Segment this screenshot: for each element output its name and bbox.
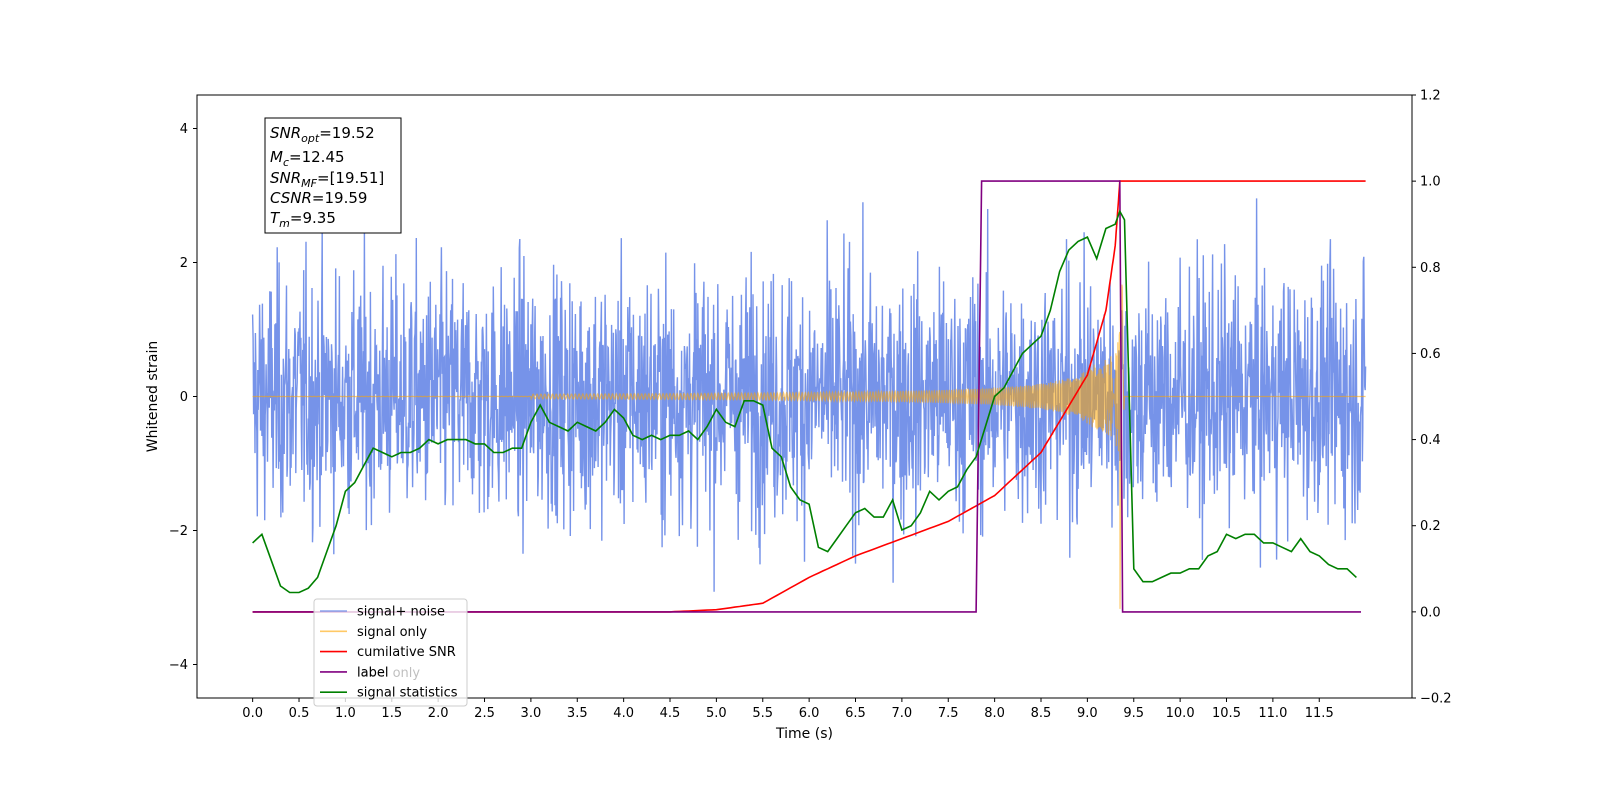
x-tick-label: 0.5	[289, 706, 310, 721]
x-tick-label: 3.0	[521, 706, 542, 721]
series-signal-noise-line	[251, 198, 1367, 592]
y2-tick-label: 1.2	[1420, 89, 1441, 104]
x-tick-label: 5.0	[706, 706, 727, 721]
legend-entry: cumilative SNR	[320, 645, 456, 660]
info-tm: Tm=9.35	[270, 209, 336, 230]
x-tick-label: 11.5	[1305, 706, 1334, 721]
info-snr-opt: SNRopt=19.52	[270, 124, 375, 145]
legend-entry: signal only	[320, 625, 427, 640]
legend: label only signal+ noise signal only cumil…	[313, 598, 468, 707]
y-tick-label: 4	[180, 122, 188, 137]
legend-hidden-entry: label only	[357, 666, 420, 681]
legend-label: signal+ noise	[357, 605, 445, 620]
y2-tick-label: 0.4	[1420, 433, 1441, 448]
legend-label: label	[357, 665, 388, 680]
x-tick-label: 8.0	[984, 706, 1005, 721]
legend-label: signal statistics	[357, 686, 458, 701]
x-tick-label: 10.0	[1166, 706, 1195, 721]
x-tick-label: 9.5	[1123, 706, 1144, 721]
x-axis-label: Time (s)	[775, 726, 833, 742]
legend-label: cumilative SNR	[357, 645, 456, 660]
info-mc: Mc=12.45	[270, 148, 345, 169]
x-tick-label: 4.5	[660, 706, 681, 721]
x-axis-ticks: 0.0 0.5 1.0 1.5 2.0 2.5 3.0 3.5 4.0 4.5 5.0 5.5 6.0 6…	[242, 698, 1334, 721]
x-tick-label: 2.5	[474, 706, 495, 721]
y-tick-label: 2	[180, 256, 188, 271]
y-tick-label: 0	[180, 390, 188, 405]
y2-tick-label: −0.2	[1420, 692, 1452, 707]
x-tick-label: 1.5	[381, 706, 402, 721]
x-tick-label: 0.0	[242, 706, 263, 721]
legend-entry: label	[320, 665, 388, 680]
x-tick-label: 7.5	[938, 706, 959, 721]
x-tick-label: 5.5	[752, 706, 773, 721]
info-csnr: CSNR=19.59	[270, 189, 367, 207]
series-signal-statistics-line	[252, 209, 1357, 594]
x-tick-label: 1.0	[335, 706, 356, 721]
x-tick-label: 10.5	[1212, 706, 1241, 721]
y2-axis-ticks: −0.2 0.0 0.2 0.4 0.6 0.8 1.0 1.2	[1412, 89, 1452, 707]
legend-entry: signal statistics	[320, 686, 458, 701]
x-tick-label: 9.0	[1077, 706, 1098, 721]
series-signal-only-line	[252, 284, 1366, 609]
series-label-line	[252, 180, 1361, 613]
y2-tick-label: 0.2	[1420, 519, 1441, 534]
x-tick-label: 2.0	[428, 706, 449, 721]
x-tick-label: 7.0	[892, 706, 913, 721]
y-axis-ticks: −4 −2 0 2 4	[169, 122, 197, 673]
x-tick-label: 6.5	[845, 706, 866, 721]
x-tick-label: 4.0	[613, 706, 634, 721]
y2-tick-label: 1.0	[1420, 175, 1441, 190]
y-tick-label: −4	[169, 658, 188, 673]
y2-tick-label: 0.6	[1420, 347, 1441, 362]
x-tick-label: 11.0	[1258, 706, 1287, 721]
series-layer	[251, 180, 1367, 613]
legend-entry: signal+ noise	[320, 605, 445, 620]
x-tick-label: 3.5	[567, 706, 588, 721]
x-tick-label: 8.5	[1031, 706, 1052, 721]
info-box: SNRopt=19.52 Mc=12.45 SNRMF=[19.51] CSNR…	[264, 117, 402, 234]
y-axis-label: Whitened strain	[145, 341, 161, 452]
y-tick-label: −2	[169, 524, 188, 539]
series-cumilative-snr-line	[252, 180, 1366, 613]
y2-tick-label: 0.8	[1420, 261, 1441, 276]
y2-tick-label: 0.0	[1420, 605, 1441, 620]
x-tick-label: 6.0	[799, 706, 820, 721]
info-snr-mf: SNRMF=[19.51]	[270, 169, 384, 190]
legend-label: signal only	[357, 625, 427, 640]
